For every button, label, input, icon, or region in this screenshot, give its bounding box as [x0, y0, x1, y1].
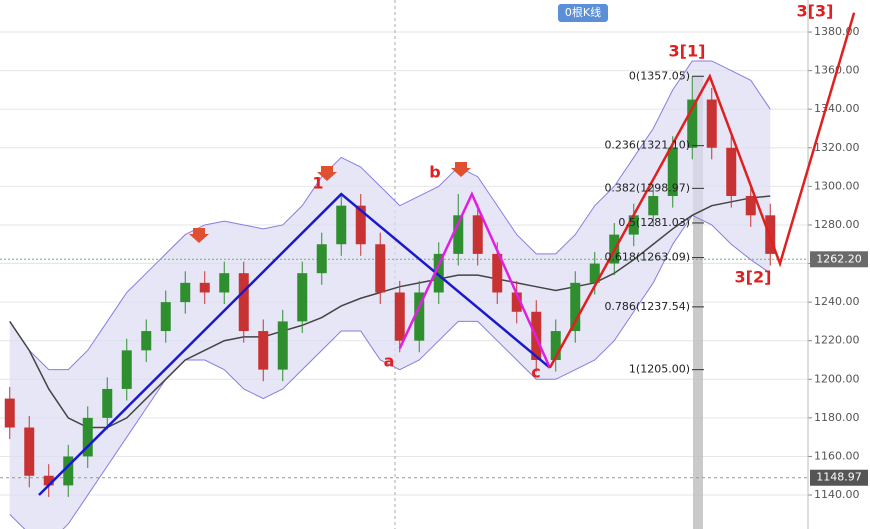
- candle-body: [121, 350, 132, 389]
- price-tag: [810, 469, 868, 486]
- arrow-icon: [189, 228, 209, 243]
- fib-label: 0(1357.05): [629, 69, 690, 82]
- price-tag-label: 1148.97: [816, 471, 862, 484]
- candle-body: [706, 99, 717, 148]
- fib-label: 1(1205.00): [629, 363, 690, 376]
- band-area: [9, 60, 771, 529]
- arrow-icon: [317, 166, 337, 181]
- wave-line: [398, 191, 552, 369]
- fib-label: 0.236(1321.10): [604, 139, 690, 152]
- candle-body: [24, 427, 35, 476]
- candle-body: [43, 475, 54, 486]
- candle-body: [238, 273, 249, 332]
- y-tick-label: 1180.00: [814, 411, 860, 424]
- y-tick-label: 1320.00: [814, 141, 860, 154]
- kline-button: [558, 4, 608, 22]
- candle-body: [199, 282, 210, 293]
- fib-label: 0.786(1237.54): [604, 300, 690, 313]
- kline-button-label: 0根K线: [565, 5, 601, 19]
- candle-body: [687, 99, 698, 148]
- y-tick-label: 1340.00: [814, 102, 860, 115]
- candle-body: [394, 292, 405, 341]
- candle-body: [355, 205, 366, 245]
- candle-body: [297, 273, 308, 322]
- wave-line: [38, 192, 551, 496]
- y-tick-label: 1160.00: [814, 449, 860, 462]
- fib-label: 0.5(1281.03): [618, 216, 690, 229]
- candle-body: [375, 244, 386, 293]
- candle-body: [589, 263, 600, 283]
- y-tick-label: 1280.00: [814, 218, 860, 231]
- wave-label: a: [384, 352, 395, 371]
- y-tick-label: 1300.00: [814, 179, 860, 192]
- candle-body: [628, 215, 639, 235]
- wave-label: 1: [312, 174, 323, 193]
- wave-label: c: [531, 363, 540, 382]
- candle-body: [414, 292, 425, 341]
- candle-body: [102, 388, 113, 418]
- candle-body: [648, 196, 659, 216]
- candle-body: [82, 417, 93, 457]
- candle-body: [258, 331, 269, 370]
- candle-body: [667, 147, 678, 197]
- candle-body: [4, 398, 15, 428]
- lower-band: [9, 214, 771, 529]
- candle-body: [745, 196, 756, 216]
- candle-body: [277, 321, 288, 370]
- candle-body: [472, 215, 483, 254]
- candle-body: [219, 273, 230, 293]
- y-tick-label: 1220.00: [814, 334, 860, 347]
- arrow-icon: [451, 162, 471, 177]
- candle-body: [453, 215, 464, 254]
- candle-body: [726, 147, 737, 197]
- price-tag: [810, 251, 868, 268]
- candle-body: [433, 253, 444, 293]
- moving-average: [9, 195, 771, 429]
- candle-body: [570, 282, 581, 332]
- candle-body: [141, 331, 152, 351]
- wave-label: 3[1]: [669, 42, 706, 61]
- wave-label: b: [429, 163, 440, 182]
- candle-body: [316, 244, 327, 274]
- upper-band: [9, 60, 771, 371]
- candle-body: [550, 331, 561, 360]
- y-tick-label: 1200.00: [814, 372, 860, 385]
- wave-label: 3[2]: [735, 268, 772, 287]
- candle-body: [511, 292, 522, 312]
- price-tag-label: 1262.20: [816, 252, 862, 265]
- highlight-bar: [693, 75, 703, 529]
- y-tick-label: 1240.00: [814, 295, 860, 308]
- candle-body: [160, 302, 171, 332]
- fib-label: 0.618(1263.09): [604, 251, 690, 264]
- wave-label: 3[3]: [797, 2, 834, 21]
- wave-line: [548, 12, 856, 369]
- candle-body: [492, 253, 503, 293]
- candle-body: [180, 282, 191, 303]
- fib-label: 0.382(1298.97): [604, 181, 690, 194]
- candle-body: [63, 456, 74, 486]
- y-tick-label: 1380.00: [814, 25, 860, 38]
- y-tick-label: 1140.00: [814, 488, 860, 501]
- candle-body: [336, 205, 347, 245]
